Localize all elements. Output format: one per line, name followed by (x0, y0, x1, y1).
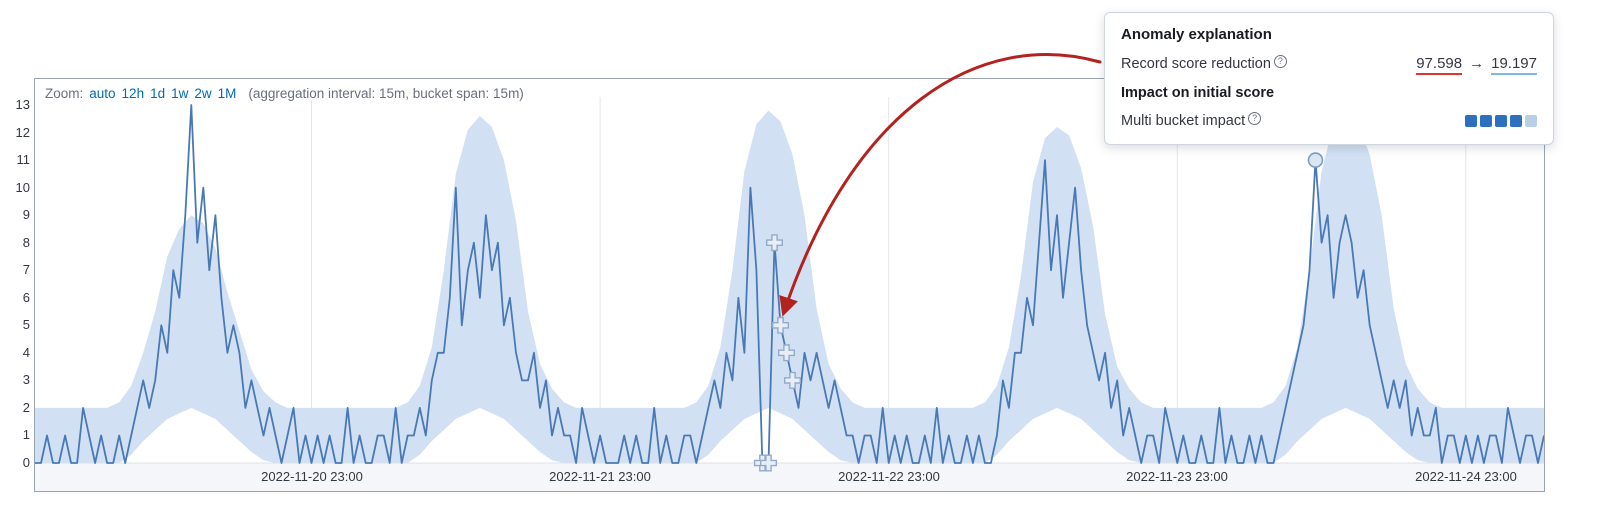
x-tick-label: 2022-11-23 23:00 (1126, 469, 1228, 484)
y-tick-label: 12 (15, 124, 30, 140)
zoom-option-1w[interactable]: 1w (171, 86, 189, 101)
y-tick-label: 13 (15, 97, 30, 112)
y-tick-label: 6 (22, 289, 30, 305)
zoom-option-1M[interactable]: 1M (217, 86, 237, 101)
anomaly-explanation-tooltip: Anomaly explanation Record score reducti… (1104, 12, 1554, 145)
multi-bucket-impact-indicator (1465, 115, 1537, 127)
zoom-option-12h[interactable]: 12h (121, 86, 145, 101)
multi-bucket-anomaly-marker[interactable] (784, 371, 801, 389)
y-tick-label: 2 (22, 399, 30, 415)
anomaly-circle-marker[interactable] (1307, 152, 1324, 168)
y-axis-labels: 0 1 2 3 4 5 6 7 8 9 10 11 12 13 (2, 0, 30, 514)
y-tick-label: 10 (15, 179, 30, 195)
y-tick-label: 1 (22, 427, 30, 443)
x-tick-label: 2022-11-21 23:00 (549, 469, 651, 484)
y-tick-label: 3 (22, 372, 30, 388)
x-tick-label: 2022-11-22 23:00 (838, 469, 940, 484)
record-score-label: Record score reduction (1121, 55, 1271, 72)
zoom-option-2w[interactable]: 2w (194, 86, 212, 101)
impact-square (1465, 115, 1477, 127)
zoom-controls: Zoom: auto 12h 1d 1w 2w 1M (aggregation interva… (45, 86, 524, 101)
y-tick-label: 5 (22, 317, 30, 333)
multi-bucket-anomaly-marker[interactable] (778, 344, 795, 362)
zoom-label: Zoom: (45, 86, 84, 101)
y-tick-label: 7 (22, 262, 30, 278)
help-icon[interactable]: ? (1273, 54, 1287, 68)
y-tick-label: 9 (22, 207, 30, 223)
impact-square (1525, 115, 1537, 127)
y-tick-label: 4 (22, 344, 30, 360)
zoom-option-auto[interactable]: auto (89, 86, 116, 101)
multi-bucket-anomaly-marker[interactable] (772, 316, 789, 334)
x-tick-label: 2022-11-20 23:00 (261, 469, 363, 484)
arrow-right-icon: → (1469, 55, 1485, 72)
multi-bucket-anomaly-marker[interactable] (766, 234, 783, 252)
multi-bucket-impact-label: Multi bucket impact (1121, 113, 1246, 129)
impact-section-title: Impact on initial score (1121, 85, 1275, 101)
impact-square (1510, 115, 1522, 127)
tooltip-title: Anomaly explanation (1121, 26, 1272, 43)
y-tick-label: 8 (22, 234, 30, 250)
impact-square (1480, 115, 1492, 127)
impact-square (1495, 115, 1507, 127)
multi-bucket-impact-row: Multi bucket impact? (1121, 112, 1537, 129)
x-axis-labels: 2022-11-20 23:00 2022-11-21 23:00 2022-11-… (35, 469, 1544, 489)
record-score-from: 97.598 (1416, 55, 1463, 75)
multi-bucket-anomaly-marker[interactable] (760, 454, 777, 472)
record-score-row: Record score reduction? 97.598 → 19.197 (1121, 54, 1537, 75)
x-tick-label: 2022-11-24 23:00 (1415, 469, 1517, 484)
zoom-option-1d[interactable]: 1d (150, 86, 166, 101)
y-tick-label: 0 (22, 455, 30, 470)
aggregation-note: (aggregation interval: 15m, bucket span:… (248, 86, 524, 101)
record-score-to: 19.197 (1491, 55, 1537, 75)
help-icon[interactable]: ? (1248, 112, 1262, 125)
y-tick-label: 11 (16, 152, 31, 168)
actual-value-line (35, 104, 1544, 464)
